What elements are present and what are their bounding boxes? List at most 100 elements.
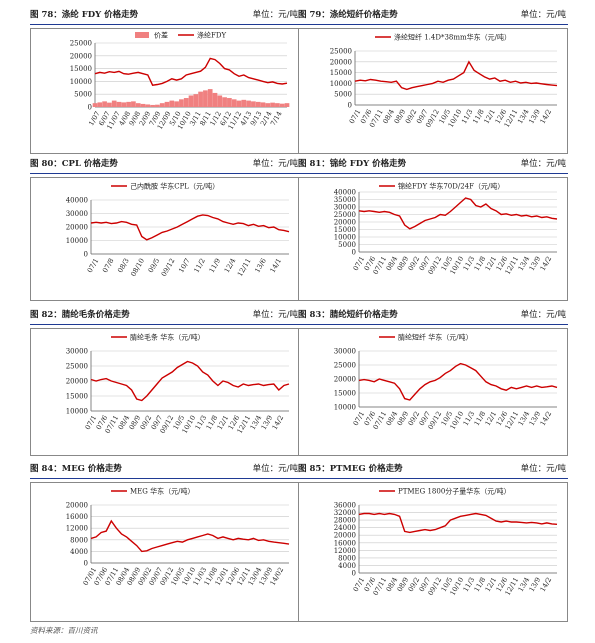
spread-bar <box>255 101 261 107</box>
line-chart: 100001500020000250003000007/107/607/1108… <box>66 333 290 435</box>
legend-label: 价差 <box>154 31 168 40</box>
spread-bar <box>265 103 271 107</box>
x-tick-label: 09/5 <box>147 257 162 274</box>
spread-bar <box>212 92 218 107</box>
x-tick-label: 13/6 <box>253 257 268 274</box>
y-tick-label: 35000 <box>334 196 356 204</box>
legend-label: 腈纶毛条 华东（元/吨） <box>130 333 205 342</box>
x-tick-label: 14/2 <box>539 410 554 427</box>
y-tick-label: 25000 <box>334 211 356 219</box>
x-tick-label: 14/1 <box>269 257 284 274</box>
spread-bar <box>279 103 285 107</box>
chart-frame: 0 4000 8000 12000 16000 20000 24000 28000 32000 3… <box>298 482 568 622</box>
x-tick-label: 07/8 <box>101 257 116 274</box>
panel-header: 图 85：PTMEG 价格走势 单位：元/吨 <box>298 462 568 479</box>
y-tick-label: 8000 <box>338 554 356 562</box>
y-tick-label: 4000 <box>338 562 356 570</box>
spread-bar <box>145 104 151 107</box>
y-tick-label: 15000 <box>334 390 356 398</box>
series-line <box>90 519 290 553</box>
spread-bar <box>179 99 184 107</box>
y-tick-label: 0 <box>352 570 356 578</box>
y-tick-label: 12000 <box>334 547 356 555</box>
line-chart: 050001000015000200002500007/107/607/1108… <box>330 33 558 129</box>
spread-bar <box>92 103 98 107</box>
y-tick-label: 20000 <box>66 224 88 232</box>
legend-label: 锦纶FDY 华东70D/24F（元/吨） <box>398 182 504 191</box>
chart-frame: 0 10000 20000 30000 40000 07/1 07/8 08/3 08/10 09… <box>30 177 300 301</box>
spread-bar <box>102 101 107 107</box>
unit-label: 单位：元/吨 <box>252 464 298 474</box>
y-tick-label: 10000 <box>334 234 356 242</box>
spread-bar <box>236 100 242 107</box>
x-tick-label: 14/2 <box>271 414 286 431</box>
unit-label: 单位：元/吨 <box>520 159 566 169</box>
y-tick-label: 15000 <box>330 69 352 77</box>
spread-bar <box>246 100 251 107</box>
spread-bar <box>169 100 175 107</box>
spread-bar <box>193 94 199 107</box>
y-tick-label: 10000 <box>70 78 92 86</box>
spread-bar <box>183 98 189 107</box>
series-line <box>354 60 558 91</box>
y-tick-label: 30000 <box>66 210 88 218</box>
legend-label: 己内酰胺 华东CPL（元/吨） <box>130 182 219 191</box>
spread-bar <box>174 101 179 107</box>
figure-title: 图 82：腈纶毛条价格走势 <box>30 310 130 320</box>
y-tick-label: 40000 <box>66 197 88 205</box>
y-tick-label: 0 <box>348 102 352 110</box>
x-tick-label: 14/2 <box>539 576 554 593</box>
spread-bar <box>116 101 122 107</box>
x-tick-label: 11/2 <box>192 257 207 274</box>
spread-bar <box>203 90 208 107</box>
spread-bar <box>140 103 146 107</box>
y-tick-label: 40000 <box>334 189 356 197</box>
y-tick-label: 20000 <box>334 219 356 227</box>
y-tick-label: 5000 <box>74 91 92 99</box>
spread-bar <box>207 89 213 107</box>
y-tick-label: 16000 <box>334 539 356 547</box>
legend-label: 涤纶FDY <box>197 31 226 40</box>
y-tick-label: 10000 <box>66 408 88 416</box>
unit-label: 单位：元/吨 <box>252 10 298 20</box>
spread-bar <box>284 103 290 107</box>
series-line <box>90 360 290 402</box>
spread-bar <box>107 102 112 107</box>
figure-title: 图 80：CPL 价格走势 <box>30 159 118 169</box>
spread-bar <box>198 91 203 107</box>
y-tick-label: 0 <box>88 104 92 112</box>
y-tick-label: 36000 <box>334 502 356 510</box>
source-note: 资料来源：百川资讯 <box>30 626 98 635</box>
y-tick-label: 30000 <box>334 204 356 212</box>
legend-swatch <box>135 32 149 38</box>
panel-header: 图 82：腈纶毛条价格走势 单位：元/吨 <box>30 308 300 325</box>
x-tick-label: 7/14 <box>269 110 284 127</box>
legend-label: PTMEG 1800分子量华东（元/吨） <box>398 487 511 496</box>
y-tick-label: 25000 <box>66 363 88 371</box>
chart-frame: 0 5000 10000 15000 20000 25000 30000 35000 40000… <box>298 177 568 301</box>
series-line <box>358 512 558 534</box>
x-tick-label: 07/1 <box>86 257 101 274</box>
y-tick-label: 30000 <box>334 348 356 356</box>
figure-title: 图 78：涤纶 FDY 价格走势 <box>30 10 139 20</box>
chart-frame: 0 5000 10000 15000 20000 25000 07/1 07/6 07/11 08… <box>298 28 568 154</box>
x-tick-label: 11/9 <box>208 257 223 274</box>
legend-label: 腈纶短纤 华东（元/吨） <box>398 333 473 342</box>
y-tick-label: 20000 <box>70 52 92 60</box>
spread-bar <box>126 101 131 107</box>
panel-header: 图 84：MEG 价格走势 单位：元/吨 <box>30 462 300 479</box>
panel-header: 图 83：腈纶短纤价格走势 单位：元/吨 <box>298 308 568 325</box>
y-tick-label: 20000 <box>334 532 356 540</box>
legend-label: 涤纶短纤 1.4D*38mm华东（元/吨） <box>394 33 511 42</box>
spread-bar <box>97 102 103 107</box>
y-tick-label: 12000 <box>66 525 88 533</box>
spread-bar <box>131 101 136 107</box>
spread-bar <box>227 98 232 107</box>
spread-bar <box>222 97 227 107</box>
y-tick-label: 28000 <box>334 517 356 525</box>
spread-bar <box>241 99 247 107</box>
spread-bar <box>111 100 117 107</box>
spread-bar <box>121 102 127 107</box>
y-tick-label: 20000 <box>334 376 356 384</box>
